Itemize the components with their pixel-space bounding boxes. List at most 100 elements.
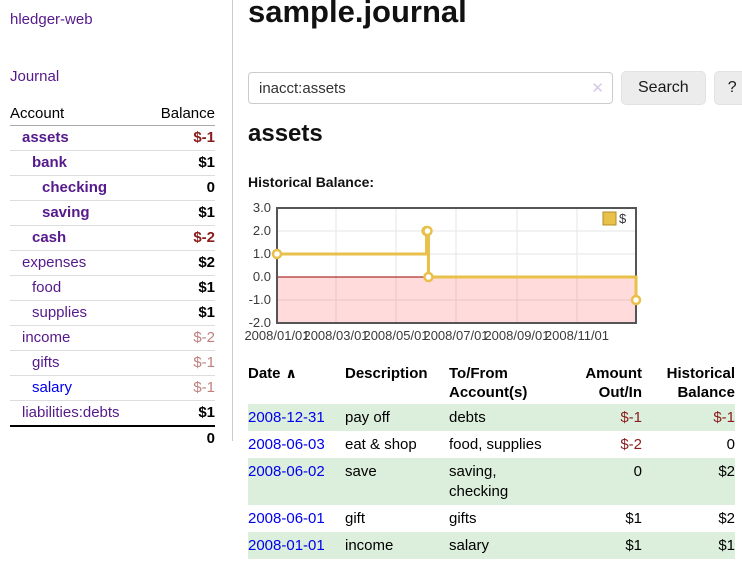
account-link-assets[interactable]: assets: [22, 129, 69, 146]
account-link-saving[interactable]: saving: [10, 200, 148, 226]
transaction-row: 2008-06-03 eat & shop food, supplies $-2…: [248, 431, 735, 458]
transaction-balance: $2: [718, 510, 735, 527]
account-row: checking 0: [10, 175, 215, 201]
chart-canvas: $3.0 2.0 1.0 0.0 -1.0 -2.02008/01/012008/03/0…: [244, 200, 642, 343]
sort-ascending-icon: ∧: [285, 365, 297, 381]
main-content: sample.journal ✕ Search ? assets Histori…: [244, 0, 742, 582]
svg-text:2008/07/01: 2008/07/01: [423, 328, 488, 343]
account-link-liabilities-debts[interactable]: liabilities:debts: [10, 400, 148, 426]
transaction-balance: $-1: [642, 404, 735, 431]
accounts-header-balance: Balance: [147, 102, 215, 126]
account-link-expenses[interactable]: expenses: [10, 250, 148, 276]
register-table: Date ∧ Description To/From Account(s) Amo…: [248, 362, 735, 559]
clear-search-icon[interactable]: ✕: [591, 80, 604, 97]
svg-text:1.0: 1.0: [253, 246, 271, 261]
account-balance: $-1: [147, 375, 215, 401]
transaction-accounts: debts: [449, 404, 560, 431]
account-balance: $2: [147, 250, 215, 276]
transaction-description: save: [345, 458, 449, 505]
account-link-income[interactable]: income: [10, 325, 148, 351]
svg-text:-1.0: -1.0: [249, 292, 271, 307]
account-link-salary[interactable]: salary: [10, 375, 148, 401]
register-header-date[interactable]: Date ∧: [248, 365, 297, 382]
accounts-total-row: 0: [10, 425, 215, 451]
account-row: expenses $2: [10, 250, 215, 276]
account-link-gifts[interactable]: gifts: [10, 350, 148, 376]
svg-text:3.0: 3.0: [253, 202, 271, 215]
account-balance: $-1: [193, 129, 215, 146]
svg-text:$: $: [619, 211, 627, 226]
chart-heading: Historical Balance:: [248, 174, 375, 190]
account-balance: $-2: [147, 325, 215, 351]
transaction-amount: $-1: [560, 404, 642, 431]
register-header-accounts: To/From Account(s): [449, 365, 528, 401]
transaction-amount: $1: [625, 510, 642, 527]
account-link-cash[interactable]: cash: [10, 225, 148, 251]
svg-text:2008/09/01: 2008/09/01: [484, 328, 549, 343]
transaction-accounts: saving, checking: [449, 458, 560, 505]
transaction-date-link[interactable]: 2008-06-02: [248, 458, 345, 505]
svg-text:2.0: 2.0: [253, 223, 271, 238]
accounts-total-value: 0: [147, 425, 215, 451]
account-row: saving $1: [10, 200, 215, 226]
transaction-date-link[interactable]: 2008-01-01: [248, 532, 345, 559]
register-header-amount: Amount Out/In: [585, 365, 642, 401]
svg-text:2008/03/01: 2008/03/01: [303, 328, 368, 343]
search-input[interactable]: [248, 72, 613, 104]
app-title-link[interactable]: hledger-web: [10, 11, 93, 28]
account-balance: $1: [147, 275, 215, 301]
transaction-amount: 0: [560, 458, 642, 505]
search-button[interactable]: Search: [621, 71, 706, 105]
accounts-total-spacer: [10, 425, 148, 451]
transaction-amount: $-2: [620, 436, 642, 453]
transaction-description: gift: [345, 510, 366, 527]
account-row: food $1: [10, 275, 215, 301]
accounts-header-account: Account: [10, 102, 148, 126]
account-row: cash $-2: [10, 225, 215, 251]
transaction-row: 2008-06-01 gift gifts $1 $2: [248, 505, 735, 532]
sidebar-item-journal[interactable]: Journal: [10, 68, 60, 85]
account-balance: $1: [147, 150, 215, 176]
account-row: income $-2: [10, 325, 215, 351]
transaction-row: 2008-06-02 save saving, checking 0 $2: [248, 458, 735, 505]
search-bar: ✕ Search ?: [248, 71, 742, 105]
svg-text:2008/11/01: 2008/11/01: [545, 328, 609, 343]
transaction-balance: $1: [642, 532, 735, 559]
account-balance: 0: [147, 175, 215, 201]
account-link-supplies[interactable]: supplies: [10, 300, 148, 326]
account-link-food[interactable]: food: [10, 275, 148, 301]
transaction-description: income: [345, 532, 449, 559]
transaction-row: 2008-01-01 income salary $1 $1: [248, 532, 735, 559]
transaction-date-link[interactable]: 2008-06-01: [248, 510, 325, 527]
transaction-accounts: salary: [449, 532, 560, 559]
account-link-checking[interactable]: checking: [10, 175, 148, 201]
transaction-balance: $2: [642, 458, 735, 505]
svg-text:2008/01/01: 2008/01/01: [244, 328, 309, 343]
account-row: gifts $-1: [10, 350, 215, 376]
transaction-date-link[interactable]: 2008-06-03: [248, 436, 325, 453]
transaction-date-link[interactable]: 2008-12-31: [248, 404, 345, 431]
account-balance: $1: [147, 300, 215, 326]
transaction-row: 2008-12-31 pay off debts $-1 $-1: [248, 404, 735, 431]
svg-text:0.0: 0.0: [253, 269, 271, 284]
account-balance: $-1: [147, 350, 215, 376]
account-link-bank[interactable]: bank: [10, 150, 148, 176]
account-heading: assets: [248, 120, 323, 147]
transaction-balance: 0: [726, 436, 735, 453]
register-header-balance: Historical Balance: [666, 365, 735, 401]
historical-balance-chart: $3.0 2.0 1.0 0.0 -1.0 -2.0 2008/01/01 2008/03/0…: [238, 200, 648, 344]
account-balance: $1: [147, 400, 215, 426]
account-row: bank $1: [10, 150, 215, 176]
svg-text:-2.0: -2.0: [249, 315, 271, 330]
transaction-accounts: food, supplies: [449, 436, 542, 453]
svg-text:2008/05/01: 2008/05/01: [363, 328, 428, 343]
page-title: sample.journal: [248, 0, 467, 29]
account-row: liabilities:debts $1: [10, 400, 215, 426]
search-input-wrap: ✕: [248, 72, 613, 104]
search-help-button[interactable]: ?: [713, 71, 742, 105]
accounts-header-row: Account Balance: [10, 102, 215, 126]
account-row: supplies $1: [10, 300, 215, 326]
sidebar: hledger-web Journal Account Balance asse…: [0, 0, 233, 451]
account-balance: $-2: [147, 225, 215, 251]
